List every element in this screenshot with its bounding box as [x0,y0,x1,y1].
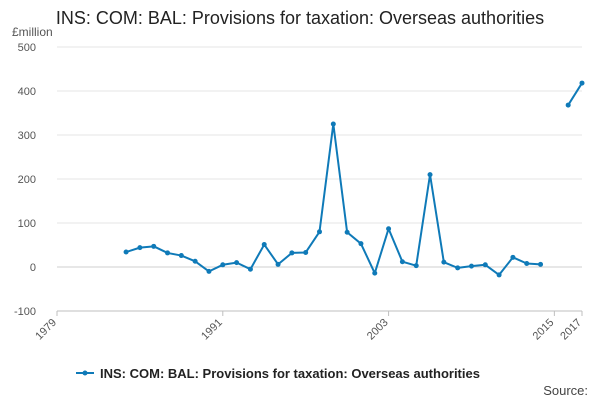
series [123,80,585,278]
x-tick-label: 1979 [33,317,59,343]
data-point-2009[interactable] [468,263,474,269]
y-tick-label: 400 [18,86,36,98]
data-point-2000[interactable] [344,229,350,235]
x-tick-label: 2017 [558,317,584,343]
source-label: Source: [543,383,588,398]
gridlines [57,46,582,312]
data-point-2013[interactable] [524,260,530,266]
data-point-1990[interactable] [206,268,212,274]
x-axis-ticks: 1979 1991 2003 2015 2017 [33,310,584,343]
x-tick-label: 2003 [365,317,391,343]
y-axis-ticks: -100 0 100 200 300 400 500 [14,42,36,318]
y-tick-label: 200 [18,174,36,186]
data-point-1987[interactable] [165,250,171,256]
data-point-2010[interactable] [482,262,488,268]
data-point-2006[interactable] [427,172,433,178]
data-point-2003[interactable] [386,226,392,232]
data-point-2011[interactable] [496,272,502,278]
data-point-2017[interactable] [579,80,585,86]
y-tick-label: -100 [14,306,36,318]
x-tick-label: 1991 [199,317,225,343]
data-point-1998[interactable] [317,229,322,235]
legend-marker [82,370,88,376]
data-point-2014[interactable] [538,261,544,267]
data-point-2007[interactable] [441,259,447,265]
data-point-2002[interactable] [372,270,378,276]
legend-label: INS: COM: BAL: Provisions for taxation: … [100,366,480,381]
y-tick-label: 100 [18,218,36,230]
data-point-1992[interactable] [234,260,240,266]
data-point-2005[interactable] [413,263,419,269]
data-point-1994[interactable] [261,242,267,248]
data-point-1986[interactable] [151,243,157,249]
data-point-2001[interactable] [358,241,364,247]
data-point-1988[interactable] [178,253,184,259]
legend[interactable]: INS: COM: BAL: Provisions for taxation: … [76,366,480,381]
y-tick-label: 300 [18,130,36,142]
data-point-1996[interactable] [289,250,295,256]
y-axis-unit-label: £million [12,25,53,39]
data-point-1985[interactable] [137,245,143,251]
series-line-segment-0-0 [125,123,541,276]
data-point-1997[interactable] [303,249,309,255]
data-point-2008[interactable] [455,265,461,271]
data-point-1993[interactable] [247,266,253,272]
data-point-2004[interactable] [399,259,405,265]
data-point-1999[interactable] [330,121,336,127]
data-point-1995[interactable] [275,261,281,267]
series-line-segment-0-1 [567,82,583,106]
data-point-1984[interactable] [123,249,129,255]
data-point-2012[interactable] [510,254,516,260]
x-tick-label: 2015 [531,317,557,343]
y-tick-label: 500 [18,42,36,54]
chart-title: INS: COM: BAL: Provisions for taxation: … [56,8,544,28]
data-point-2016[interactable] [565,102,571,108]
data-point-1991[interactable] [220,262,226,268]
data-point-1989[interactable] [192,258,198,264]
y-tick-label: 0 [30,262,36,274]
